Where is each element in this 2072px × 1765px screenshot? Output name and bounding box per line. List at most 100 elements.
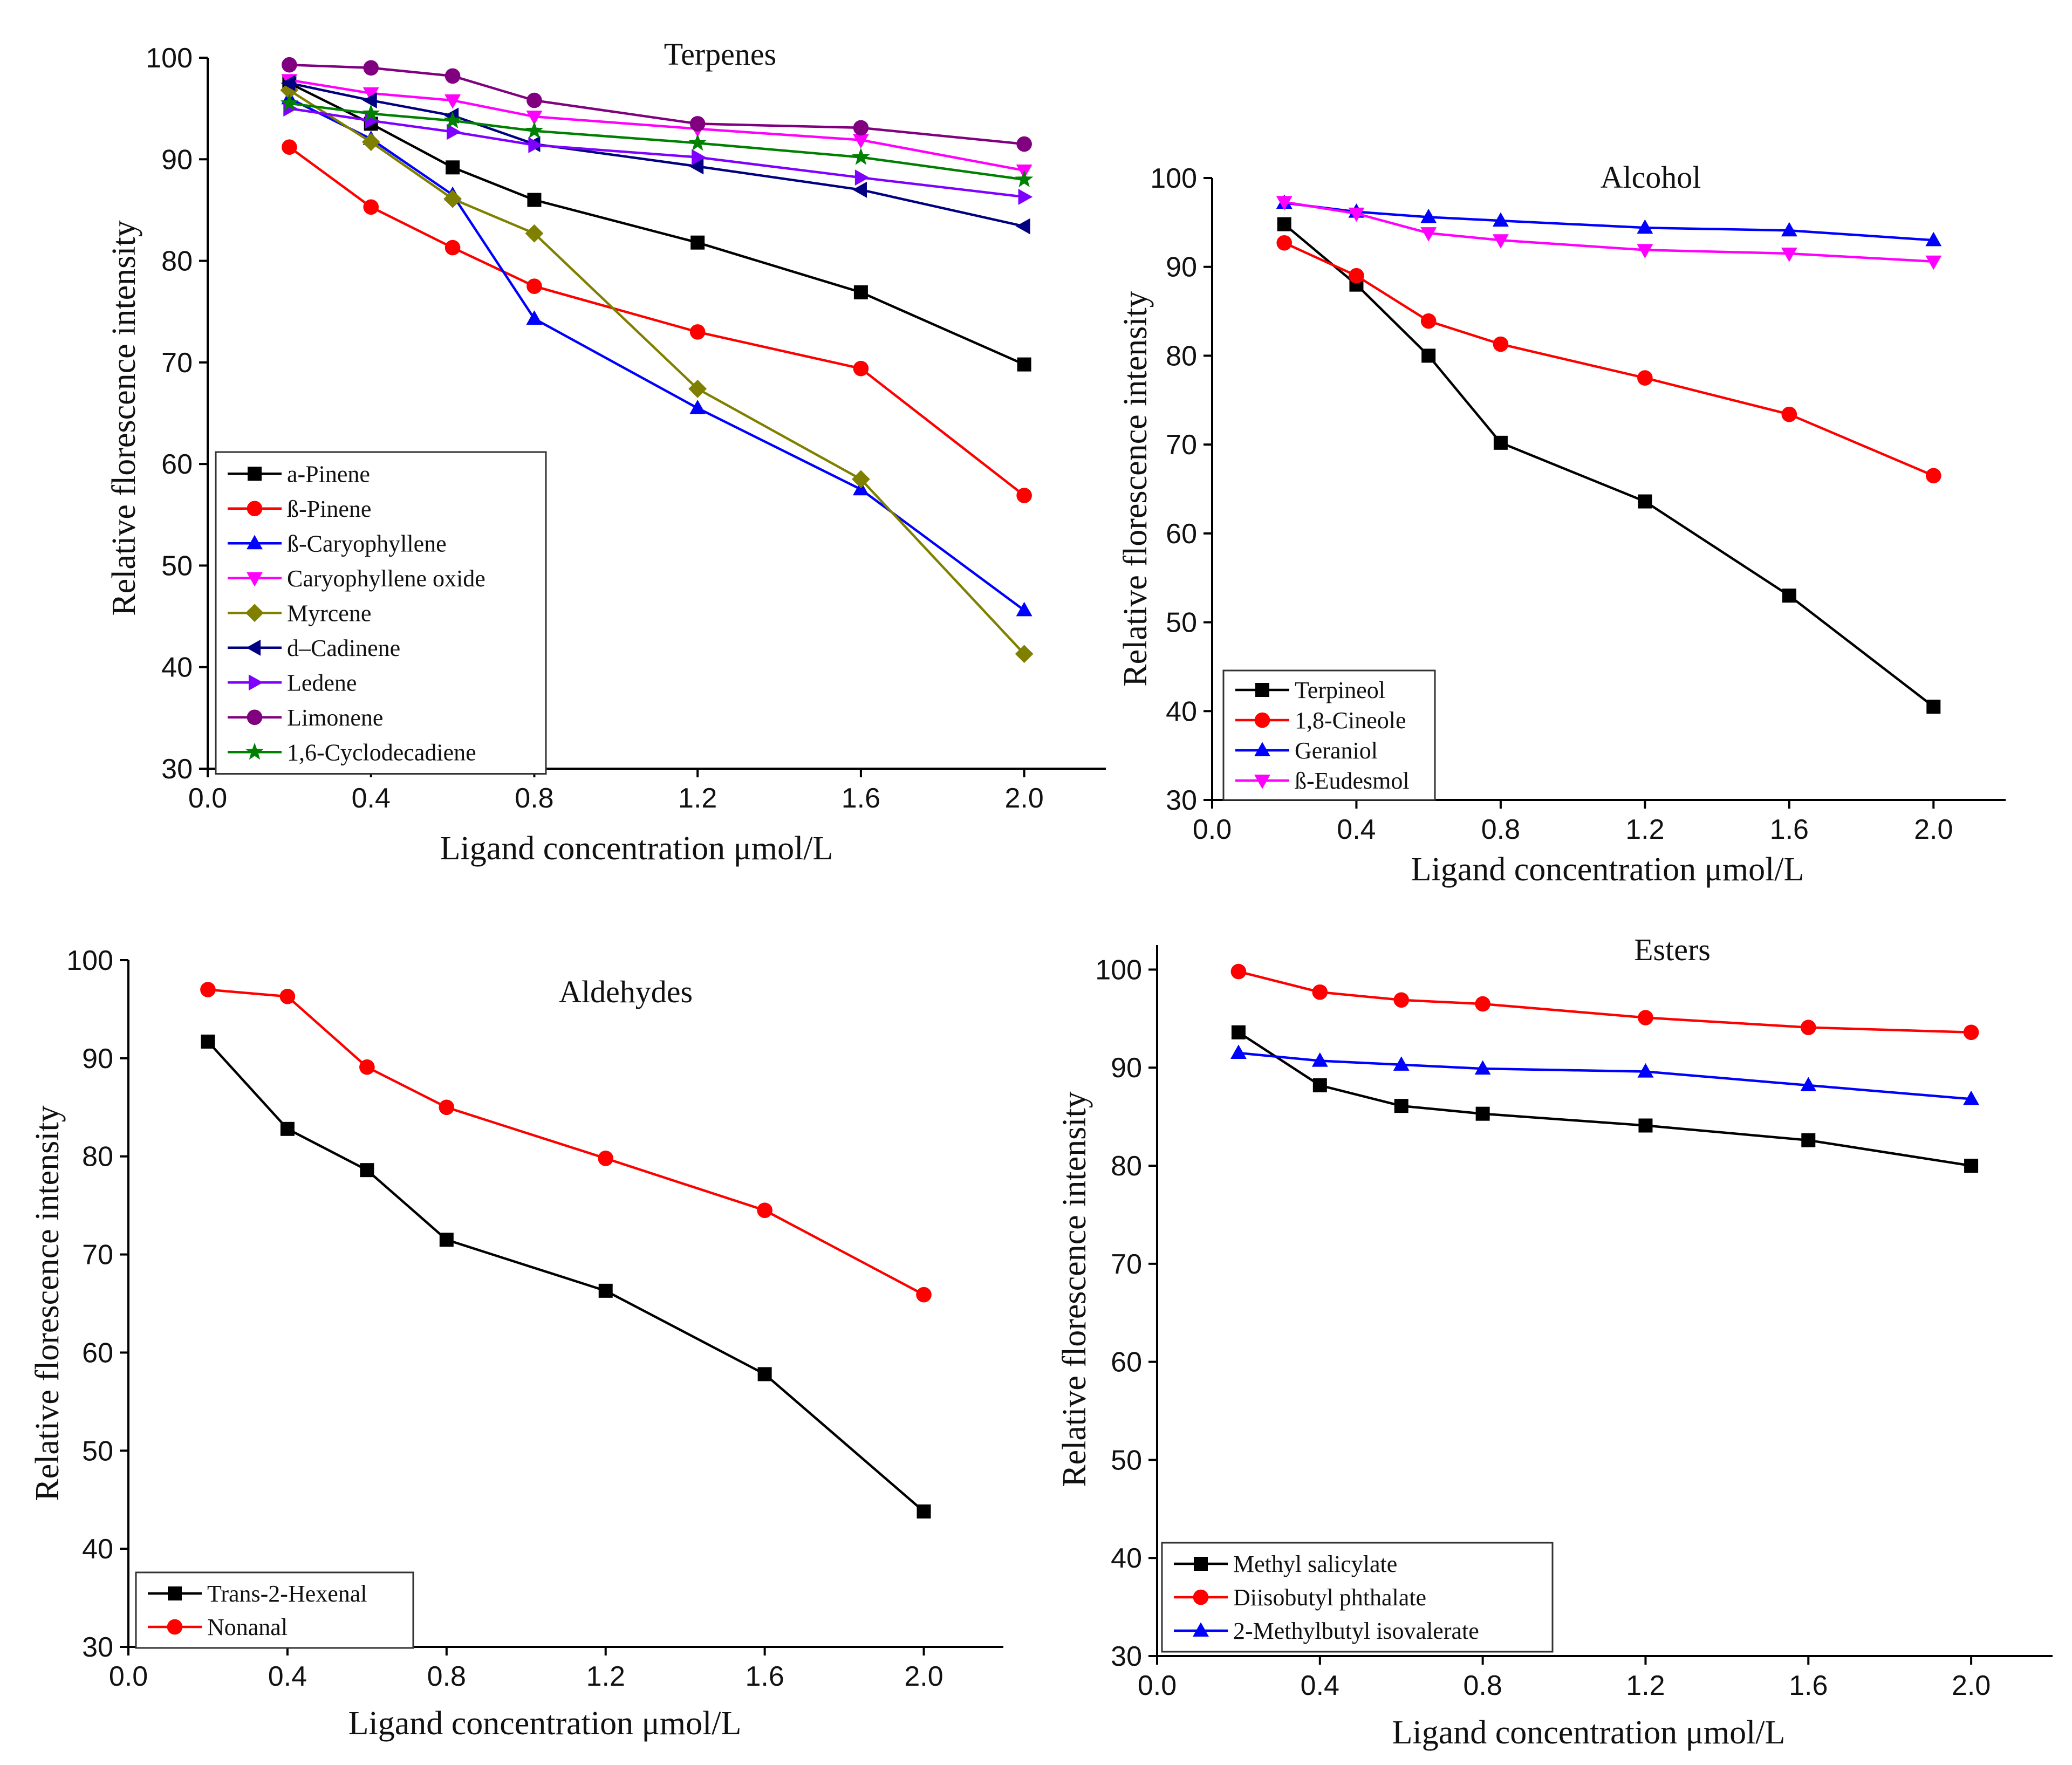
y-tick-label: 40	[82, 1534, 113, 1565]
data-point	[1637, 1063, 1654, 1078]
data-point	[439, 1233, 454, 1247]
y-tick-label: 50	[1166, 607, 1197, 639]
legend-item: Diisobutyl phthalate	[1174, 1584, 1426, 1611]
data-point	[1230, 963, 1247, 980]
y-tick-label: 60	[161, 449, 193, 480]
legend-marker	[247, 572, 263, 587]
x-tick-label: 0.8	[1481, 814, 1520, 845]
data-point	[1018, 189, 1033, 205]
x-tick-label: 1.6	[745, 1661, 784, 1692]
chart-title: Esters	[1634, 932, 1711, 967]
legend-label: Geraniol	[1295, 737, 1378, 764]
data-point	[526, 310, 543, 325]
series-caryophyllene-oxide	[281, 74, 1032, 179]
data-point	[1311, 1052, 1328, 1067]
data-point	[1925, 231, 1942, 247]
legend: Terpineol 1,8-Cineole Geraniol ß-Eudesmol	[1222, 669, 1436, 801]
y-tick-label: 100	[1150, 163, 1197, 194]
legend-item: 2-Methylbutyl isovalerate	[1174, 1618, 1479, 1644]
y-tick-label: 40	[161, 652, 193, 683]
data-point	[1800, 1077, 1817, 1092]
data-point	[692, 149, 706, 166]
data-point	[445, 240, 461, 256]
y-axis-title: Relative florescence intensity	[1117, 291, 1154, 686]
data-point	[201, 1034, 215, 1049]
y-tick-label: 40	[1166, 696, 1197, 727]
data-point	[1926, 700, 1941, 714]
y-tick-label: 30	[161, 754, 193, 785]
data-point	[1638, 1010, 1653, 1025]
legend-label: Trans-2-Hexenal	[207, 1581, 367, 1607]
legend-marker	[1254, 742, 1270, 757]
data-point	[1963, 1090, 1980, 1105]
legend-label: Terpineol	[1295, 677, 1385, 703]
data-point	[917, 1504, 931, 1519]
chart-title: Terpenes	[664, 37, 777, 72]
legend-label: ß-Pinene	[287, 496, 371, 522]
data-point	[1312, 984, 1328, 1000]
y-axis-title: Relative florescence intensity	[106, 220, 142, 615]
data-point	[362, 104, 380, 121]
data-point	[757, 1367, 772, 1381]
series-line	[289, 146, 1025, 497]
data-point	[361, 133, 380, 152]
x-ticks: 0.0 0.4 0.8 1.2 1.6 2.0	[188, 769, 1044, 814]
series-layer	[1230, 963, 1980, 1173]
legend-label: Methyl salicylate	[1233, 1551, 1397, 1577]
data-point	[526, 111, 543, 125]
legend-item: Caryophyllene oxide	[228, 565, 485, 592]
data-point	[852, 470, 870, 489]
legend-label: Ledene	[287, 669, 357, 696]
data-point	[1781, 222, 1797, 237]
legend-frame	[135, 1571, 414, 1649]
legend-marker	[248, 674, 263, 691]
y-tick-label: 50	[82, 1435, 113, 1467]
data-point	[689, 158, 704, 175]
data-point	[1475, 996, 1490, 1012]
data-point	[280, 1121, 295, 1136]
x-tick-label: 2.0	[1952, 1670, 1991, 1701]
legend-item: Limonene	[228, 704, 383, 731]
data-point	[1017, 357, 1031, 372]
data-point	[689, 116, 706, 132]
y-tick-label: 100	[146, 43, 193, 74]
x-tick-label: 0.0	[109, 1661, 148, 1692]
y-tick-label: 70	[1166, 429, 1197, 461]
x-tick-label: 1.6	[1770, 814, 1809, 845]
legend-label: Nonanal	[207, 1614, 288, 1640]
data-point	[1492, 212, 1509, 227]
x-tick-label: 0.8	[427, 1661, 466, 1692]
data-point	[1638, 494, 1652, 509]
y-tick-label: 60	[82, 1337, 113, 1369]
y-axis-title: Relative florescence intensity	[1056, 1091, 1093, 1487]
legend-item: Terpineol	[1235, 677, 1385, 703]
data-point	[1925, 468, 1941, 484]
legend-marker	[1254, 712, 1270, 728]
data-point	[1964, 1159, 1979, 1173]
legend-item: Geraniol	[1235, 737, 1378, 764]
legend-marker	[1194, 1557, 1208, 1571]
y-axis-title: Relative florescence intensity	[29, 1105, 66, 1501]
y-tick-label: 100	[66, 945, 113, 976]
x-axis-title: Ligand concentration μmol/L	[1392, 1714, 1786, 1751]
y-tick-label: 80	[161, 246, 193, 277]
data-point	[1475, 1106, 1490, 1121]
data-point	[1420, 313, 1437, 329]
data-point	[852, 181, 867, 198]
data-point	[688, 379, 707, 398]
x-tick-label: 2.0	[1004, 783, 1043, 814]
data-point	[1637, 370, 1653, 386]
data-point	[1781, 406, 1797, 422]
x-tick-label: 0.8	[1463, 1670, 1502, 1701]
x-axis-title: Ligand concentration μmol/L	[440, 830, 833, 867]
y-tick-label: 30	[1166, 785, 1197, 816]
data-point	[1349, 268, 1364, 284]
legend-marker	[167, 1619, 183, 1635]
data-point	[1312, 1078, 1327, 1092]
data-point	[1925, 255, 1942, 270]
legend-marker	[1193, 1589, 1209, 1605]
data-point	[1782, 589, 1796, 603]
data-point	[916, 1287, 932, 1303]
panel-aldehydes: 0.0 0.4 0.8 1.2 1.6 2.0 30 40 50 60 70 80 90 100 Ald…	[29, 945, 1003, 1742]
x-ticks: 0.0 0.4 0.8 1.2 1.6 2.0	[1193, 800, 1953, 845]
